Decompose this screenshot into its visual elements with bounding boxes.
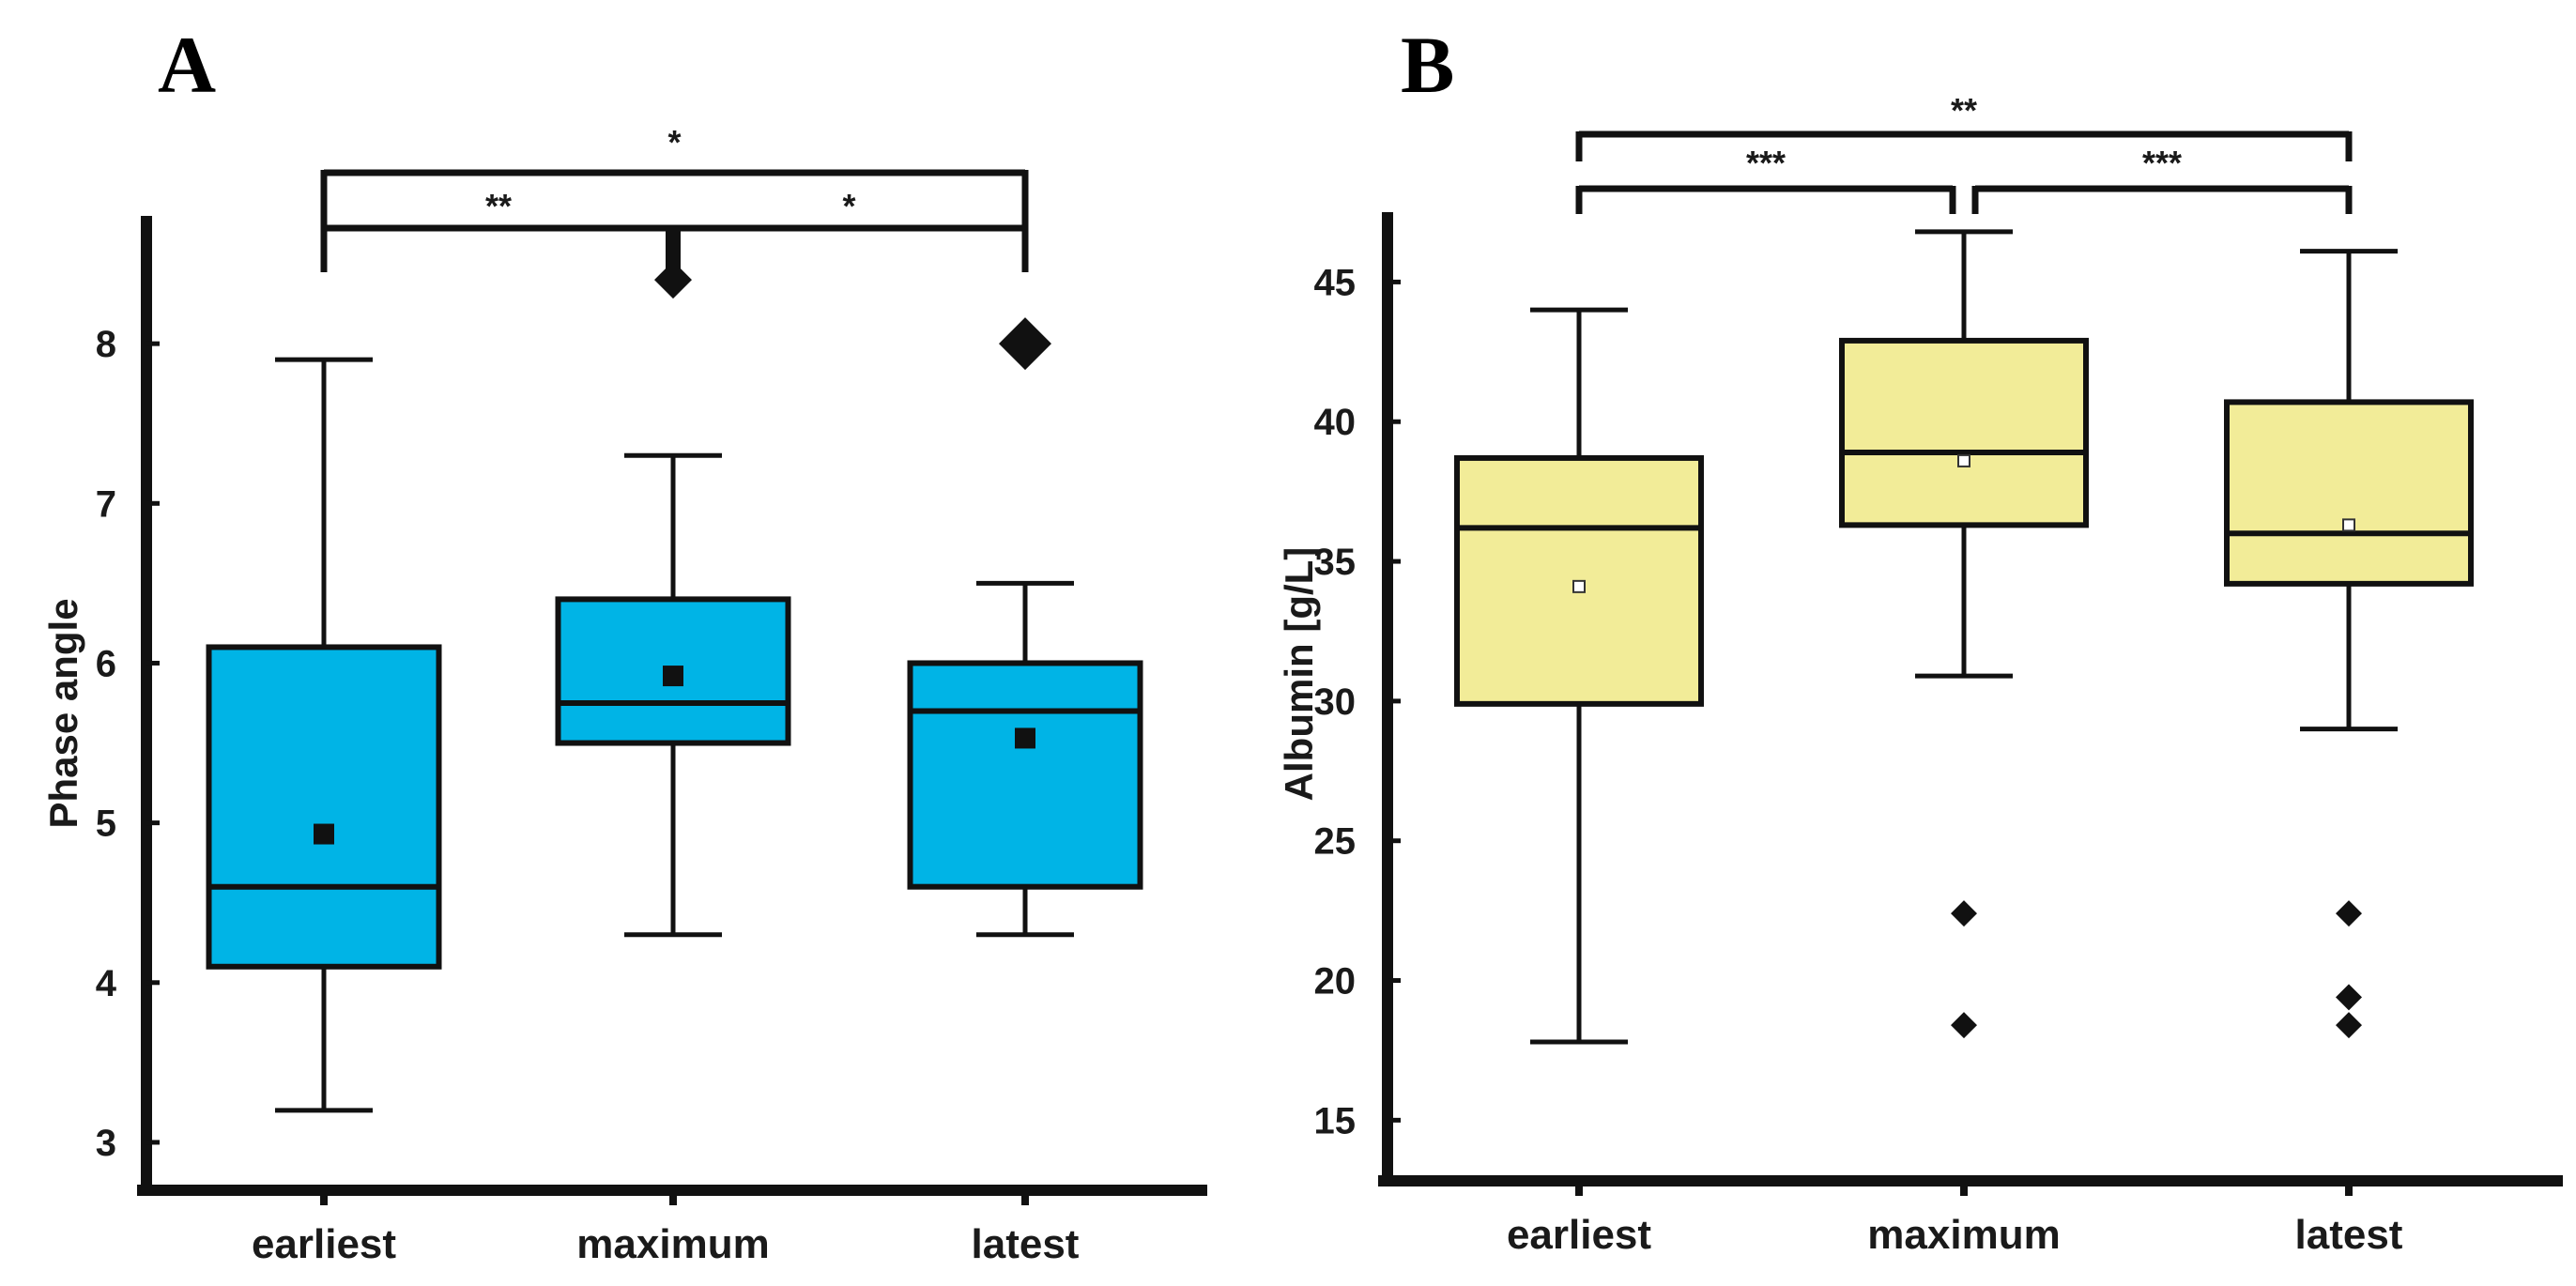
significance-label: *** [2142, 144, 2182, 182]
mean-marker [1957, 453, 1970, 467]
y-tick-label: 40 [1314, 402, 1357, 443]
mean-marker [1015, 727, 1035, 749]
significance-bracket: ** [1575, 91, 2353, 161]
outlier-point [654, 261, 692, 299]
box-maximum [555, 261, 791, 938]
bracket-junction [666, 225, 681, 272]
outlier-point [2336, 984, 2362, 1011]
y-axis-title: Phase angle [41, 598, 85, 828]
y-tick-label: 7 [96, 483, 116, 525]
y-tick-label: 15 [1314, 1100, 1357, 1141]
outlier-point [1951, 900, 1977, 927]
y-tick-label: 35 [1314, 542, 1357, 583]
iqr-box [907, 660, 1143, 890]
significance-label: * [667, 123, 681, 161]
x-tick-label-latest: latest [972, 1221, 1080, 1267]
outlier-point [2336, 1012, 2362, 1039]
y-tick-label: 6 [96, 643, 116, 684]
iqr-box [2224, 399, 2474, 587]
significance-bracket: *** [1971, 144, 2353, 214]
significance-bracket: *** [1575, 144, 1956, 214]
mean-marker [314, 823, 334, 845]
y-tick-label: 25 [1314, 821, 1357, 863]
y-tick-label: 30 [1314, 681, 1357, 723]
box-latest [907, 317, 1143, 938]
y-tick-label: 3 [96, 1123, 116, 1164]
outlier-point [999, 317, 1051, 371]
significance-label: * [842, 187, 855, 225]
iqr-box [1839, 337, 2089, 528]
panel-b: B 15 20 25 30 35 40 45 Albumin [g/L] earliest max… [1277, 20, 2563, 1258]
significance-bracket: * [669, 187, 1029, 272]
panel-a: A 3 4 5 6 7 8 Phase angle earliest maximum latest… [41, 20, 1207, 1267]
x-tick-label-maximum: maximum [576, 1221, 769, 1267]
mean-marker [1572, 579, 1586, 593]
y-tick-label: 8 [96, 324, 116, 365]
y-axis-title: Albumin [g/L] [1277, 547, 1321, 802]
y-tick-label: 5 [96, 804, 116, 845]
significance-label: ** [1951, 91, 1977, 130]
outlier-point [2336, 900, 2362, 927]
y-tick-label: 45 [1314, 262, 1357, 303]
panel-b-letter: B [1401, 20, 1454, 110]
significance-label: ** [485, 187, 512, 225]
x-tick-label-earliest: earliest [252, 1221, 396, 1267]
box-earliest [206, 357, 442, 1113]
x-tick-label-latest: latest [2295, 1212, 2403, 1258]
outlier-point [1951, 1012, 1977, 1039]
box-earliest [1454, 307, 1704, 1045]
y-tick-label: 20 [1314, 961, 1357, 1003]
iqr-box [206, 644, 442, 970]
x-tick-label-earliest: earliest [1507, 1212, 1651, 1258]
significance-label: *** [1746, 144, 1786, 182]
panel-a-letter: A [158, 20, 216, 110]
mean-marker [663, 666, 683, 687]
box-latest [2224, 249, 2474, 1039]
significance-bracket: ** [320, 187, 677, 272]
x-tick-label-maximum: maximum [1867, 1212, 2060, 1258]
box-maximum [1839, 229, 2089, 1039]
mean-marker [2342, 518, 2355, 532]
y-tick-label: 4 [96, 963, 117, 1004]
significance-bracket: * [320, 123, 1029, 225]
